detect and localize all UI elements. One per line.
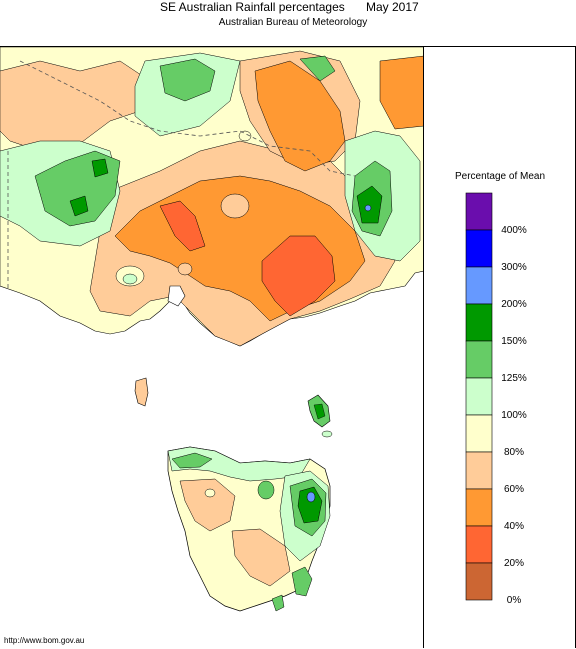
legend-label: 200% <box>501 299 527 310</box>
legend-title: Percentage of Mean <box>454 171 546 182</box>
region-small-4 <box>177 262 193 276</box>
region-small-5 <box>238 130 252 142</box>
region-40pct-south <box>261 235 336 317</box>
legend-swatch <box>465 562 493 601</box>
legend-swatch <box>465 340 493 379</box>
legend-swatch <box>465 303 493 342</box>
tasmania-west-light <box>179 478 236 532</box>
legend-swatch <box>465 229 493 268</box>
region-60pct-east-corner <box>379 55 423 130</box>
legend-label: 0% <box>507 595 522 606</box>
region-60pct-northeast <box>254 60 346 172</box>
tasmania-south-light <box>231 528 291 587</box>
tasmania-central-green <box>257 480 275 500</box>
region-150pct-west2 <box>91 158 109 178</box>
legend-swatch <box>465 192 493 231</box>
state-border-nsw-vic <box>19 60 356 177</box>
legend-label: 400% <box>501 225 527 236</box>
legend-swatch <box>465 451 493 490</box>
region-small-3 <box>122 273 138 285</box>
tasmania-east-150 <box>297 486 323 524</box>
legend-label: 80% <box>504 447 524 458</box>
legend-label: 20% <box>504 558 524 569</box>
legend-svg: 400% 300% 200% 150% 125% 100% 80% 60% 40% 20% 0% <box>465 192 527 606</box>
source-url[interactable]: http://www.bom.gov.au <box>4 636 85 645</box>
legend-label: 40% <box>504 521 524 532</box>
map-subtitle: Australian Bureau of Meteorology <box>218 17 368 28</box>
legend-label: 100% <box>501 410 527 421</box>
king-island <box>134 377 149 407</box>
title-row: SE Australian Rainfall percentages May 2… <box>0 0 576 14</box>
rainfall-map-svg <box>0 47 423 612</box>
region-40pct-west <box>159 200 206 252</box>
tasmania-east-200 <box>306 491 316 503</box>
tasmania-south-tip-green <box>271 594 285 612</box>
legend-label: 125% <box>501 373 527 384</box>
rainfall-map <box>0 46 424 648</box>
region-200pct-east <box>364 204 372 212</box>
region-125pct-north <box>159 58 216 102</box>
region-80pct-west <box>0 60 151 152</box>
port-phillip-bay <box>167 285 186 307</box>
tasmania-central-white <box>204 488 216 498</box>
tasmania-southeast-green <box>291 566 313 597</box>
tasmania-north-green <box>171 452 213 469</box>
legend-label: 150% <box>501 336 527 347</box>
region-150pct-east <box>356 185 383 224</box>
region-150pct-west <box>69 195 89 217</box>
legend-swatch <box>465 414 493 453</box>
flinders-island-inner <box>313 403 326 420</box>
region-125pct-northeast <box>299 55 336 82</box>
legend-swatch <box>465 488 493 527</box>
legend-label: 60% <box>504 484 524 495</box>
map-period: May 2017 <box>366 0 419 14</box>
region-small-1 <box>220 193 250 219</box>
map-title: SE Australian Rainfall percentages <box>160 0 345 14</box>
cape-barren-island <box>321 430 333 438</box>
legend-swatch <box>465 266 493 305</box>
legend-label: 300% <box>501 262 527 273</box>
legend-panel: Percentage of Mean 400% 300% 200% 150% 125% 1… <box>424 46 576 648</box>
legend-swatch <box>465 525 493 564</box>
legend-swatch <box>465 377 493 416</box>
